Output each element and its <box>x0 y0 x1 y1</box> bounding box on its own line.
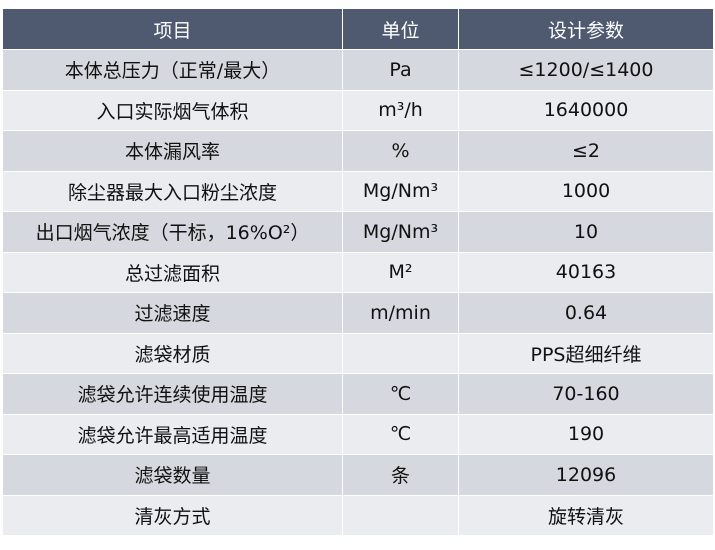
table-row: 本体漏风率% ≤2 <box>2 130 714 172</box>
header-cell: 单位 <box>342 8 459 50</box>
table-cell: 出口烟气浓度（干标，16%O²） <box>2 211 343 253</box>
table-cell: 12096 <box>458 454 714 496</box>
table-cell: 滤袋允许连续使用温度 <box>2 373 343 415</box>
table-cell: Pa <box>342 49 459 91</box>
spec-table: 项目 单位 设计参数 本体总压力（正常/最大） Pa ≤1200/≤1400 入口实际烟气… <box>2 8 714 536</box>
table-cell: 40163 <box>458 251 714 293</box>
table-cell <box>342 332 459 374</box>
table-row: 滤袋数量条 12096 <box>2 454 714 496</box>
table-row: 本体总压力（正常/最大） Pa ≤1200/≤1400 <box>2 49 714 91</box>
table-cell: % <box>342 130 459 172</box>
table-row: 滤袋允许最高适用温度 ℃ 190 <box>2 413 714 455</box>
table-cell: 条 <box>342 454 459 496</box>
table-cell: 清灰方式 <box>2 494 343 536</box>
header-row: 项目 单位 设计参数 <box>2 8 714 50</box>
table-cell: ℃ <box>342 413 459 455</box>
table-row: 过滤速度 m/min 0.64 <box>2 292 714 334</box>
table-row: 除尘器最大入口粉尘浓度 Mg/Nm³ 1000 <box>2 170 714 212</box>
table-row: 总过滤面积 M² 40163 <box>2 251 714 293</box>
table-cell: 1640000 <box>458 89 714 131</box>
table-cell: Mg/Nm³ <box>342 170 459 212</box>
table-cell: 10 <box>458 211 714 253</box>
table-cell: 旋转清灰 <box>458 494 714 536</box>
table-cell: 本体总压力（正常/最大） <box>2 49 343 91</box>
table-cell: 除尘器最大入口粉尘浓度 <box>2 170 343 212</box>
table-cell: 滤袋数量 <box>2 454 343 496</box>
table-cell: 滤袋允许最高适用温度 <box>2 413 343 455</box>
table-cell: m/min <box>342 292 459 334</box>
table-cell: m³/h <box>342 89 459 131</box>
table-cell: 滤袋材质 <box>2 332 343 374</box>
table-row: 滤袋允许连续使用温度 ℃ 70-160 <box>2 373 714 415</box>
table-row: 清灰方式 旋转清灰 <box>2 494 714 536</box>
table-cell: 本体漏风率 <box>2 130 343 172</box>
table-cell: ≤2 <box>458 130 714 172</box>
table-cell: 1000 <box>458 170 714 212</box>
header-cell: 项目 <box>2 8 343 50</box>
table-cell: 总过滤面积 <box>2 251 343 293</box>
table-cell: 过滤速度 <box>2 292 343 334</box>
table-cell: PPS超细纤维 <box>458 332 714 374</box>
table-cell: 70-160 <box>458 373 714 415</box>
table-row: 出口烟气浓度（干标，16%O²） Mg/Nm³ 10 <box>2 211 714 253</box>
table-cell: 0.64 <box>458 292 714 334</box>
table-cell <box>342 494 459 536</box>
table-cell: ℃ <box>342 373 459 415</box>
table-row: 入口实际烟气体积 m³/h 1640000 <box>2 89 714 131</box>
table-cell: Mg/Nm³ <box>342 211 459 253</box>
table-cell: ≤1200/≤1400 <box>458 49 714 91</box>
table-cell: 190 <box>458 413 714 455</box>
table-row: 滤袋材质 PPS超细纤维 <box>2 332 714 374</box>
table-cell: M² <box>342 251 459 293</box>
header-cell: 设计参数 <box>458 8 714 50</box>
table-cell: 入口实际烟气体积 <box>2 89 343 131</box>
